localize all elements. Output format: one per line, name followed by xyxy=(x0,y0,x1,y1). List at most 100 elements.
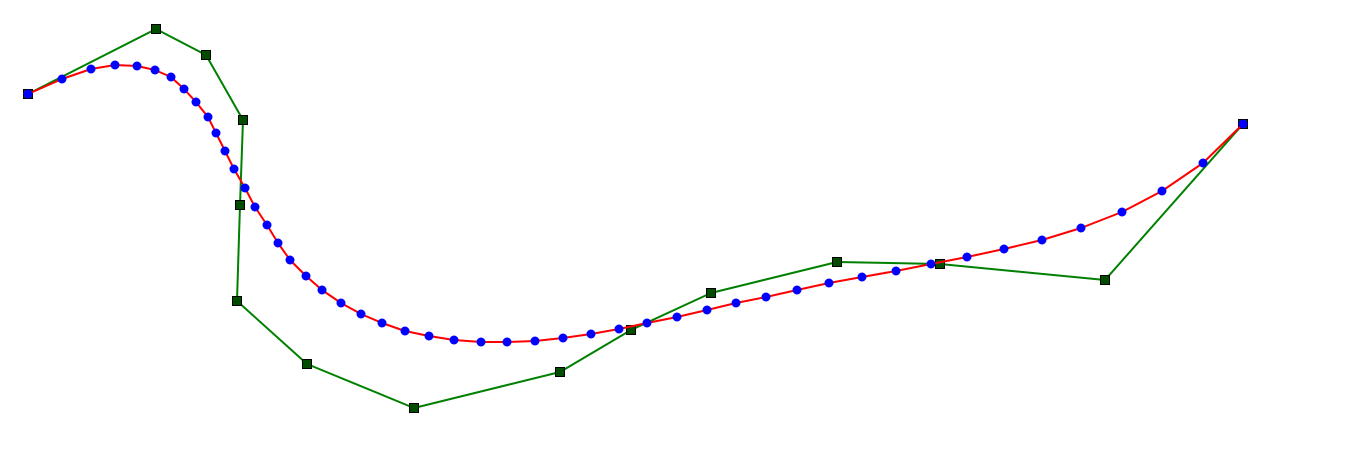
curve-point-marker xyxy=(857,272,867,282)
curve-point-marker xyxy=(377,318,387,328)
curve-point-marker xyxy=(614,324,624,334)
curve-point-marker xyxy=(400,326,410,336)
curve-point-marker xyxy=(926,259,936,269)
curve-point-marker xyxy=(891,266,901,276)
curve-segment xyxy=(828,276,863,284)
curve-point-marker xyxy=(672,312,682,322)
curve-segment xyxy=(562,333,592,339)
curve-point-marker xyxy=(203,112,213,122)
control-point-marker xyxy=(235,200,245,210)
curve-segment xyxy=(618,322,648,330)
curve-point-marker xyxy=(792,285,802,295)
control-point-marker xyxy=(706,288,716,298)
control-polygon-segment xyxy=(27,28,157,95)
control-point-marker xyxy=(302,359,312,369)
curve-point-marker xyxy=(132,61,142,71)
control-polygon-segment xyxy=(205,54,244,121)
curve-segment xyxy=(765,289,798,298)
curve-point-marker xyxy=(229,164,239,174)
curve-point-marker xyxy=(336,298,346,308)
curve-segment xyxy=(735,296,767,304)
curve-segment xyxy=(1080,211,1123,229)
curve-point-marker xyxy=(1117,207,1127,217)
curve-point-marker xyxy=(530,336,540,346)
curve-segment xyxy=(1041,227,1082,241)
curve-point-marker xyxy=(1198,158,1208,168)
control-point-marker-layer xyxy=(23,24,1248,413)
curve-segment xyxy=(27,78,63,95)
curve-point-marker xyxy=(211,128,221,138)
curve-point-marker xyxy=(250,202,260,212)
curve-point-marker xyxy=(285,255,295,265)
curve-segment xyxy=(930,256,968,265)
control-polygon-segment xyxy=(710,261,838,294)
curve-point-marker xyxy=(57,74,67,84)
control-polygon-segment xyxy=(306,363,415,409)
control-point-marker xyxy=(409,403,419,413)
control-polygon-segment xyxy=(559,329,632,373)
curve-point-marker xyxy=(449,335,459,345)
curve-point-marker xyxy=(731,298,741,308)
curve-segment xyxy=(796,282,830,291)
curve-segment xyxy=(1003,239,1043,250)
curve-segment xyxy=(453,339,482,343)
curve-point-marker xyxy=(317,285,327,295)
curve-point-marker xyxy=(1037,235,1047,245)
curve-point-marker xyxy=(110,60,120,70)
control-polygon-segment xyxy=(239,119,244,206)
curve-segment xyxy=(61,68,92,80)
curve-point-marker xyxy=(1076,223,1086,233)
control-polygon-segment xyxy=(1104,123,1244,281)
control-point-marker xyxy=(238,115,248,125)
curve-segment xyxy=(534,337,564,342)
control-polygon-segment xyxy=(155,28,207,56)
curve-point-marker xyxy=(1157,186,1167,196)
curve-point-marker xyxy=(191,97,201,107)
control-point-marker xyxy=(555,367,565,377)
curve-segment xyxy=(1121,190,1163,213)
curve-segment xyxy=(895,263,932,272)
curve-point-marker xyxy=(23,89,33,99)
curve-segment xyxy=(1202,123,1244,164)
curve-point-marker xyxy=(502,337,512,347)
curve-point-marker xyxy=(962,252,972,262)
curve-point-marker xyxy=(586,329,596,339)
curve-point-marker xyxy=(1238,119,1248,129)
curve-point-marker xyxy=(356,309,366,319)
curve-point-marker xyxy=(761,292,771,302)
curve-point-marker xyxy=(642,318,652,328)
curve-point-marker-layer xyxy=(23,60,1248,347)
curve-segment xyxy=(706,302,737,311)
curve-segment xyxy=(506,340,536,343)
curve-segment xyxy=(1161,162,1204,192)
curve-point-marker xyxy=(86,64,96,74)
control-polygon-segment xyxy=(413,371,561,409)
curve-point-marker xyxy=(262,220,272,230)
curve-point-marker xyxy=(424,331,434,341)
curve-point-marker xyxy=(150,65,160,75)
control-point-marker xyxy=(232,296,242,306)
curve-point-marker xyxy=(476,337,486,347)
curve-point-marker xyxy=(301,271,311,281)
control-point-marker xyxy=(151,24,161,34)
curve-point-marker xyxy=(240,183,250,193)
control-point-marker xyxy=(832,257,842,267)
control-polygon-segment xyxy=(236,204,241,302)
curve-segment xyxy=(646,316,678,324)
curve-point-marker xyxy=(824,278,834,288)
control-polygon-segment xyxy=(836,261,941,265)
curve-segment xyxy=(966,248,1005,258)
control-point-marker xyxy=(201,50,211,60)
curve-segment xyxy=(590,328,620,335)
control-polygon-segment xyxy=(939,263,1106,281)
control-point-marker xyxy=(1100,275,1110,285)
curve-point-marker xyxy=(220,146,230,156)
curve-segment xyxy=(861,270,897,278)
curve-point-marker xyxy=(702,305,712,315)
curve-point-marker xyxy=(999,244,1009,254)
control-polygon-segment xyxy=(236,300,308,365)
curve-segment xyxy=(676,309,708,318)
curve-layer xyxy=(27,64,1244,343)
